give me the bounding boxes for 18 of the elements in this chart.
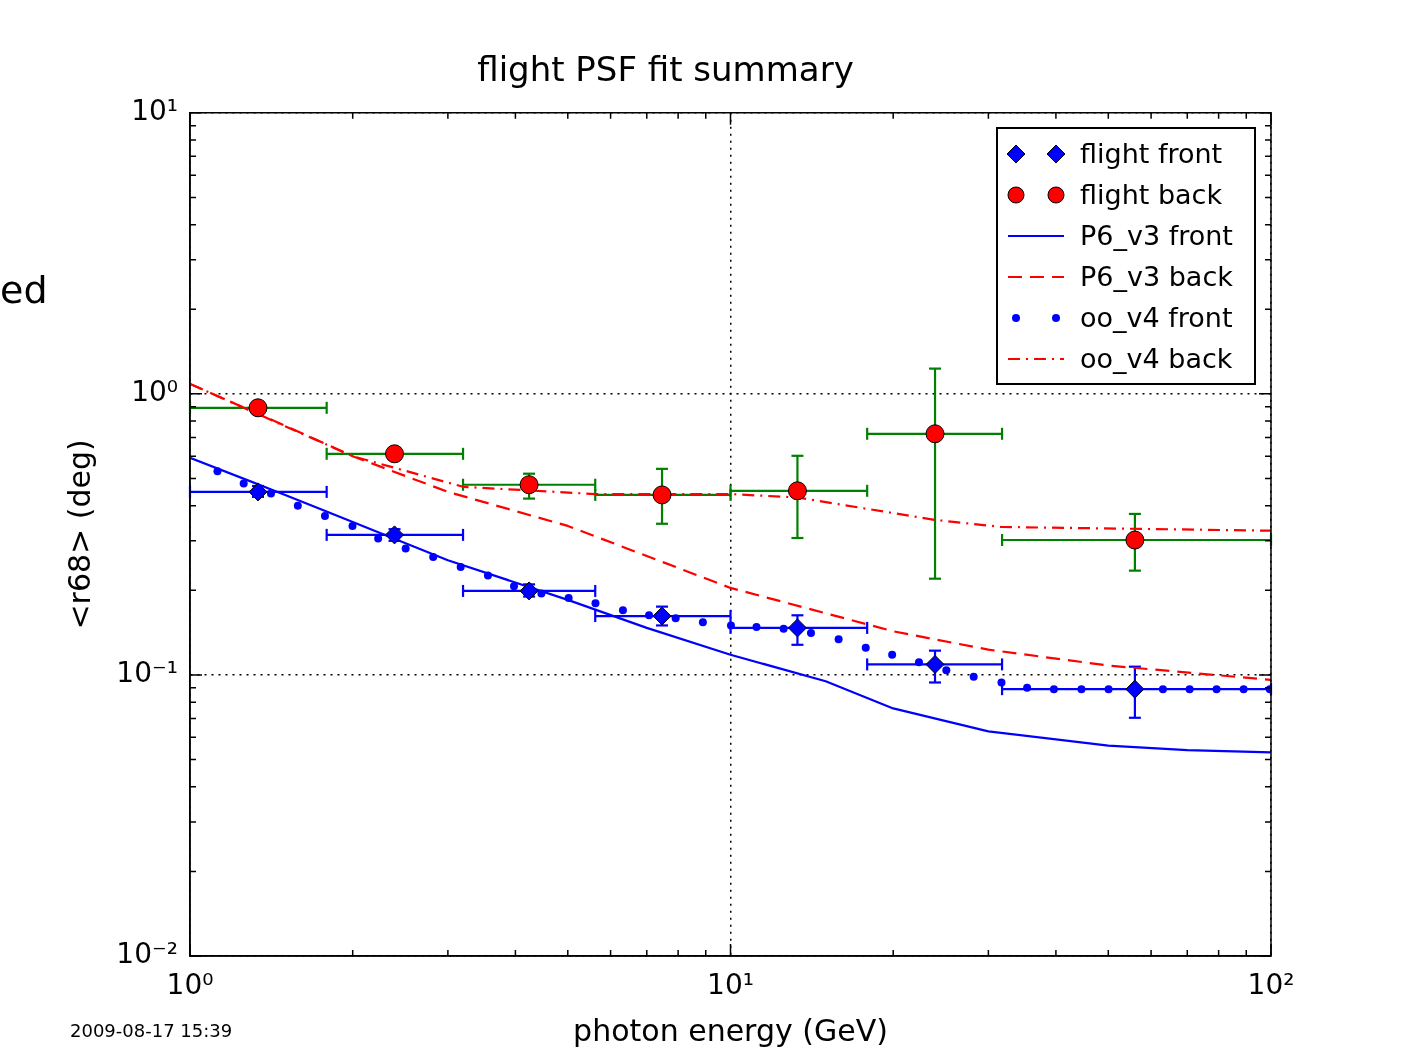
y-tick-label: 10¹ — [131, 94, 178, 128]
legend-label: P6_v3 back — [1080, 261, 1233, 292]
y-axis-title: <r68> (deg) — [61, 439, 97, 630]
y-tick-label: 10⁻² — [116, 937, 178, 971]
chart-title: flight PSF fit summary — [477, 49, 854, 90]
legend-label: flight back — [1080, 179, 1223, 210]
legend-label: P6_v3 front — [1080, 220, 1233, 251]
y-tick-label: 10⁰ — [131, 375, 178, 409]
text: ed — [0, 268, 48, 312]
y-tick-label: 10⁻¹ — [116, 656, 178, 690]
text: 2009-08-17 15:39 — [70, 1020, 233, 1041]
x-tick-label: 10¹ — [707, 968, 754, 1002]
legend-label: oo_v4 back — [1080, 343, 1233, 374]
legend-label: flight front — [1080, 138, 1223, 169]
legend-label: oo_v4 front — [1080, 302, 1233, 333]
x-tick-label: 10⁰ — [166, 968, 214, 1002]
x-tick-label: 10² — [1247, 968, 1295, 1002]
x-axis-title: photon energy (GeV) — [573, 1012, 888, 1048]
